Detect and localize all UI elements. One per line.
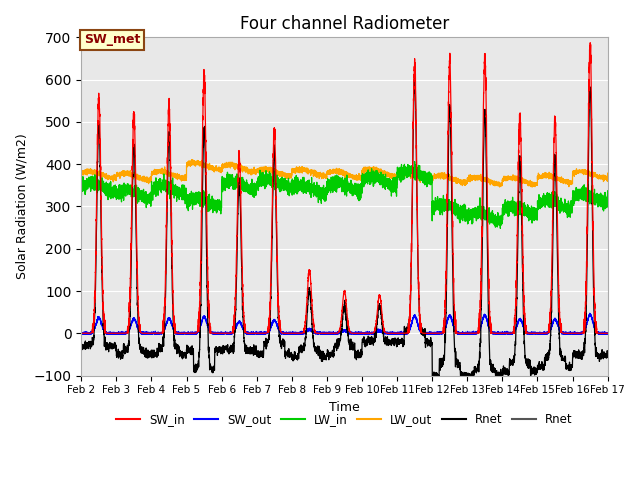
Rnet <box>77 343 85 349</box>
LW_in <box>194 191 202 197</box>
LW_out <box>604 170 611 176</box>
SW_in <box>586 40 594 46</box>
Line: SW_in: SW_in <box>81 43 607 333</box>
Line: LW_in: LW_in <box>81 162 607 228</box>
Title: Four channel Radiometer: Four channel Radiometer <box>240 15 449 33</box>
Rnet <box>91 318 99 324</box>
LW_out <box>111 172 119 178</box>
Rnet <box>259 353 266 359</box>
Rnet <box>494 379 502 384</box>
Rnet <box>111 340 119 346</box>
SW_out <box>307 328 315 334</box>
SW_in <box>91 305 99 311</box>
LW_out <box>506 177 513 182</box>
Line: SW_out: SW_out <box>81 313 607 334</box>
LW_in <box>77 183 85 189</box>
LW_in <box>307 182 315 188</box>
Y-axis label: Solar Radiation (W/m2): Solar Radiation (W/m2) <box>15 133 28 279</box>
X-axis label: Time: Time <box>329 401 360 414</box>
SW_out <box>194 330 202 336</box>
Rnet <box>604 351 611 357</box>
LW_in <box>411 159 419 165</box>
LW_out <box>496 184 504 190</box>
SW_out <box>586 311 594 316</box>
LW_out <box>307 167 315 173</box>
SW_in <box>307 287 315 292</box>
SW_in <box>111 330 119 336</box>
SW_in <box>506 330 513 336</box>
LW_in <box>111 190 119 195</box>
LW_out <box>194 161 202 167</box>
SW_in <box>259 330 266 336</box>
SW_in <box>604 330 611 336</box>
SW_out <box>506 331 513 336</box>
LW_out <box>188 156 196 162</box>
SW_out <box>91 326 99 332</box>
LW_in <box>497 226 504 231</box>
SW_out <box>77 331 85 337</box>
LW_in <box>506 200 513 206</box>
LW_in <box>259 177 266 183</box>
SW_out <box>77 331 85 337</box>
LW_out <box>77 169 85 175</box>
SW_out <box>111 331 119 336</box>
SW_out <box>259 330 266 336</box>
SW_in <box>77 330 85 336</box>
Line: LW_out: LW_out <box>81 159 607 187</box>
LW_in <box>91 180 99 186</box>
LW_out <box>259 166 266 171</box>
Legend: SW_in, SW_out, LW_in, LW_out, Rnet, Rnet: SW_in, SW_out, LW_in, LW_out, Rnet, Rnet <box>111 408 577 431</box>
SW_in <box>101 330 109 336</box>
LW_out <box>91 170 99 176</box>
Rnet <box>307 307 315 312</box>
LW_in <box>604 188 611 194</box>
Text: SW_met: SW_met <box>84 33 140 46</box>
Rnet <box>194 362 202 368</box>
Line: Rnet: Rnet <box>81 75 607 382</box>
Rnet <box>411 72 419 78</box>
SW_in <box>194 328 202 334</box>
Rnet <box>506 357 513 363</box>
SW_out <box>604 331 611 336</box>
